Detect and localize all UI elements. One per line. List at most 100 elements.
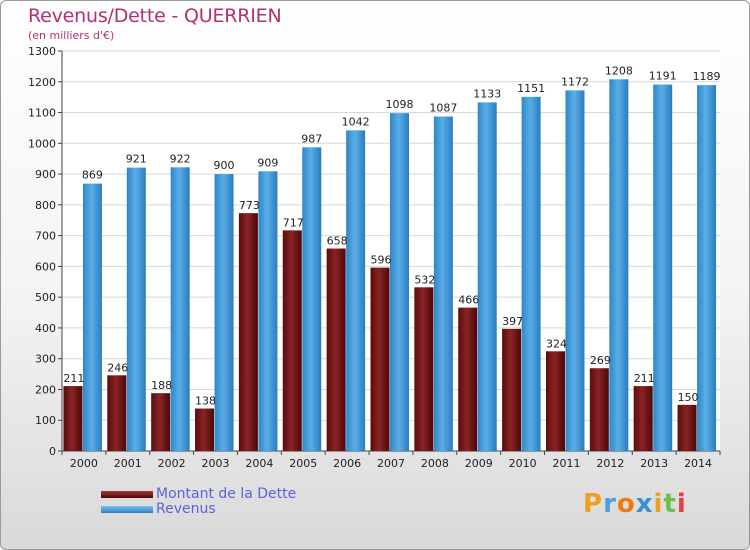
x-tick-label: 2007 — [377, 457, 405, 470]
logo-letter: i — [653, 489, 664, 519]
data-label-dette: 138 — [195, 395, 216, 408]
x-tick-label: 2008 — [421, 457, 449, 470]
legend-swatch-revenus — [101, 506, 153, 513]
y-tick-label: 500 — [35, 291, 56, 304]
y-tick-label: 0 — [49, 445, 56, 458]
bar-dette — [107, 375, 127, 451]
bar-dette — [458, 307, 478, 451]
data-label-revenus: 1189 — [693, 70, 721, 83]
x-tick-label: 2004 — [245, 457, 273, 470]
bar-dette — [414, 287, 434, 451]
bar-dette — [326, 248, 346, 451]
data-label-revenus: 1098 — [386, 98, 414, 111]
bar-revenus — [346, 130, 366, 451]
bar-dette — [633, 386, 653, 451]
bar-revenus — [302, 147, 322, 452]
data-label-dette: 773 — [239, 199, 260, 212]
data-label-revenus: 1133 — [473, 87, 501, 100]
data-label-revenus: 922 — [170, 152, 191, 165]
x-tick-label: 2001 — [114, 457, 142, 470]
x-tick-label: 2002 — [158, 457, 186, 470]
bar-revenus — [214, 174, 234, 452]
x-tick-label: 2014 — [684, 457, 712, 470]
bar-revenus — [390, 113, 409, 452]
logo-letter: o — [616, 489, 636, 519]
bar-dette — [677, 404, 697, 451]
y-tick-label: 100 — [35, 414, 56, 427]
logo-letter: t — [663, 489, 677, 519]
data-label-dette: 466 — [458, 294, 479, 307]
bar-dette — [63, 386, 83, 451]
data-label-revenus: 1087 — [429, 102, 457, 115]
data-label-dette: 211 — [634, 372, 655, 385]
x-tick-label: 2000 — [70, 457, 98, 470]
y-tick-label: 200 — [35, 383, 56, 396]
logo-letter: r — [603, 489, 617, 519]
data-label-dette: 658 — [327, 235, 348, 248]
bar-revenus — [565, 90, 585, 451]
y-tick-label: 400 — [35, 322, 56, 335]
bar-revenus — [609, 79, 629, 452]
y-tick-label: 700 — [35, 230, 56, 243]
data-label-dette: 717 — [283, 216, 304, 229]
legend-label-revenus: Revenus — [156, 501, 216, 517]
bar-dette — [370, 267, 390, 451]
x-tick-label: 2011 — [552, 457, 580, 470]
x-tick-label: 2006 — [333, 457, 361, 470]
x-tick-label: 2013 — [640, 457, 668, 470]
bar-revenus — [82, 183, 102, 451]
x-tick-label: 2003 — [202, 457, 230, 470]
data-label-dette: 596 — [371, 254, 392, 267]
bar-dette — [502, 328, 522, 451]
y-tick-label: 900 — [35, 168, 56, 181]
y-tick-label: 1200 — [28, 76, 56, 89]
logo-letter: i — [676, 489, 687, 519]
data-label-revenus: 900 — [214, 159, 235, 172]
data-label-dette: 188 — [151, 379, 172, 392]
bar-revenus — [653, 84, 673, 452]
bar-revenus — [697, 85, 717, 452]
data-label-dette: 150 — [678, 391, 699, 404]
bar-dette — [195, 408, 215, 451]
y-tick-label: 1000 — [28, 137, 56, 150]
bar-dette — [545, 351, 565, 451]
bar-revenus — [258, 171, 278, 452]
data-label-revenus: 909 — [257, 156, 278, 169]
bar-revenus — [433, 116, 453, 452]
data-label-dette: 324 — [546, 337, 567, 350]
legend-label-dette: Montant de la Dette — [156, 486, 297, 502]
bar-revenus — [521, 96, 541, 451]
logo-letter: x — [635, 489, 654, 519]
bar-dette — [151, 393, 171, 451]
data-label-revenus: 1208 — [605, 64, 633, 77]
bar-dette — [589, 368, 609, 451]
chart-title: Revenus/Dette - QUERRIEN — [28, 5, 282, 27]
data-label-dette: 397 — [502, 315, 523, 328]
data-label-dette: 211 — [63, 372, 84, 385]
data-label-revenus: 869 — [82, 169, 103, 182]
data-label-dette: 269 — [590, 354, 611, 367]
y-tick-label: 300 — [35, 353, 56, 366]
x-tick-label: 2009 — [465, 457, 493, 470]
y-tick-label: 600 — [35, 260, 56, 273]
chart-subtitle: (en milliers d'€) — [28, 29, 115, 42]
y-tick-label: 800 — [35, 199, 56, 212]
data-label-revenus: 1172 — [561, 75, 589, 88]
bar-revenus — [170, 167, 190, 452]
legend-swatch-dette — [101, 491, 153, 498]
data-label-revenus: 987 — [301, 132, 322, 145]
bar-revenus — [126, 167, 146, 451]
data-label-revenus: 1042 — [342, 115, 370, 128]
data-label-dette: 532 — [414, 273, 435, 286]
bar-dette — [282, 230, 302, 451]
data-label-revenus: 1191 — [649, 70, 677, 83]
y-tick-label: 1100 — [28, 107, 56, 120]
logo-letter: P — [583, 489, 604, 519]
data-label-dette: 246 — [107, 361, 128, 374]
x-tick-label: 2005 — [289, 457, 317, 470]
x-tick-label: 2010 — [509, 457, 537, 470]
x-tick-label: 2012 — [596, 457, 624, 470]
bar-dette — [238, 213, 258, 451]
